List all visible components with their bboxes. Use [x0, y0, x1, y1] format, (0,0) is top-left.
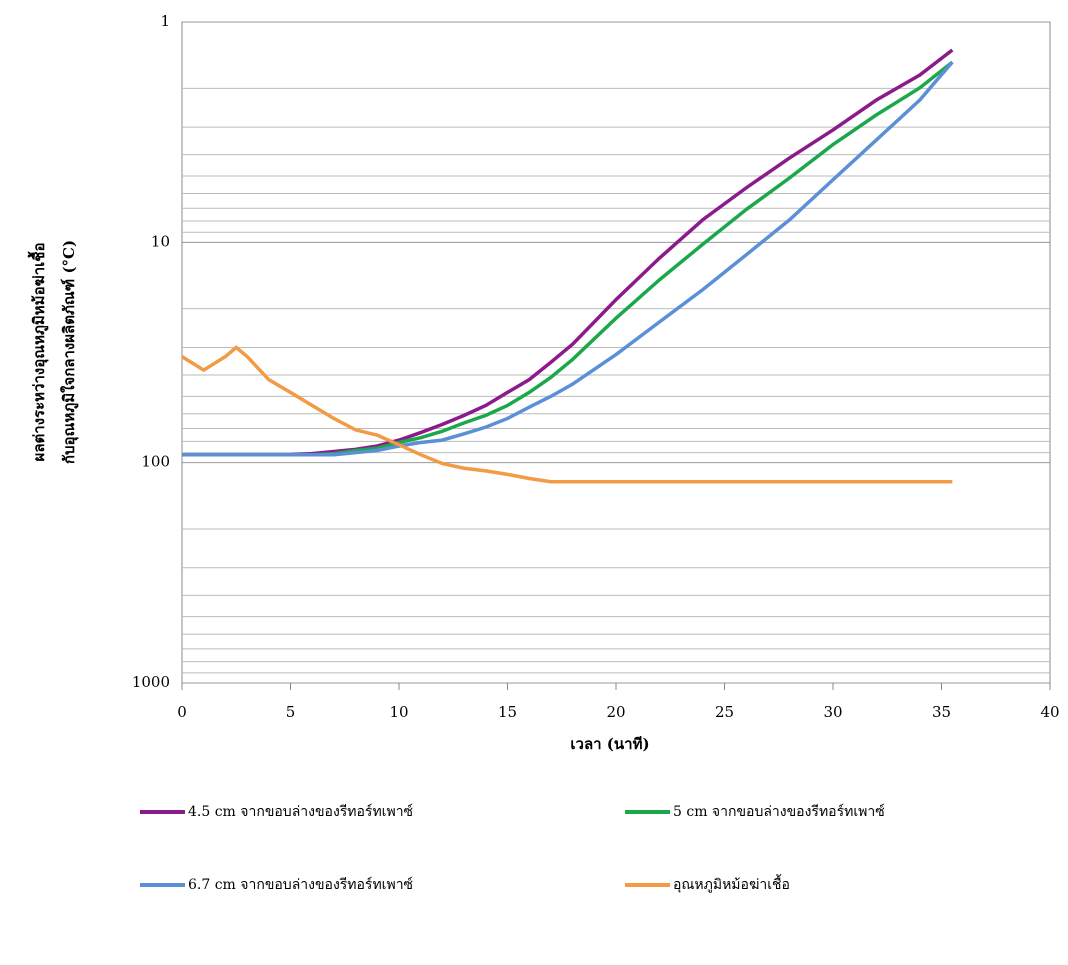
- x-tick-label: 40: [1040, 703, 1059, 721]
- legend-label: 4.5 cm จากขอบล่างของรีทอร์ทเพาซ์: [188, 803, 413, 820]
- x-tick-label: 30: [823, 703, 842, 721]
- legend-label: 5 cm จากขอบล่างของรีทอร์ทเพาซ์: [673, 803, 885, 820]
- x-tick-label: 10: [389, 703, 408, 721]
- y-axis-title-line: กับอุณหภูมิใจกลางผลิตภัณฑ์ (°C): [60, 240, 79, 464]
- y-axis-title: ผลต่างระหว่างอุณหภูมิหม้อฆ่าเชื้อ กับอุณ…: [27, 240, 79, 464]
- x-tick-label: 0: [177, 703, 187, 721]
- y-tick-label: 10: [151, 232, 170, 250]
- y-tick-label: 100: [141, 453, 170, 471]
- y-tick-label: 1: [160, 12, 170, 30]
- x-tick-label: 15: [498, 703, 517, 721]
- y-tick-label: 1000: [132, 673, 170, 691]
- x-tick-label: 5: [286, 703, 296, 721]
- legend-label: อุณหภูมิหม้อฆ่าเชื้อ: [673, 874, 790, 893]
- x-axis-title: เวลา (นาที): [570, 735, 649, 753]
- x-tick-label: 35: [932, 703, 951, 721]
- legend-label: 6.7 cm จากขอบล่างของรีทอร์ทเพาซ์: [188, 876, 413, 893]
- chart: เวลา (นาที) ผลต่างระหว่างอุณหภูมิหม้อฆ่า…: [0, 0, 1068, 961]
- x-tick-label: 20: [606, 703, 625, 721]
- series-line: [182, 347, 952, 481]
- series-line: [182, 50, 952, 455]
- x-tick-label: 25: [715, 703, 734, 721]
- y-axis-title-line: ผลต่างระหว่างอุณหภูมิหม้อฆ่าเชื้อ: [27, 243, 49, 462]
